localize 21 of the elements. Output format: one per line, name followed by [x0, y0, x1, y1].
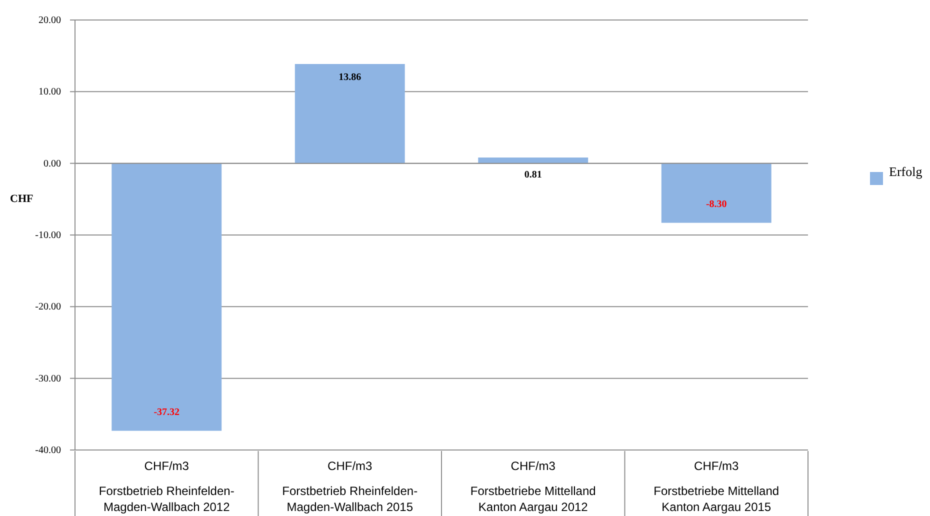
y-tick-label: 0.00: [44, 158, 61, 170]
y-tick-label: -10.00: [35, 230, 61, 241]
x-tick-label: CHF/m3 Forstbetrieb Rheinfelden- Magden-Wallbach 2012: [98, 459, 234, 514]
y-tick-label: -20.00: [35, 302, 61, 313]
y-tick-label: 10.00: [38, 86, 61, 98]
text: -37.32: [154, 406, 180, 418]
y-tick-label: -40.00: [35, 445, 61, 456]
y-axis-title: CHF: [10, 193, 34, 205]
text: 13.86: [338, 72, 362, 84]
text: -8.30: [706, 198, 727, 210]
bar: [294, 64, 405, 164]
x-tick-label: CHF/m3 Forstbetriebe Mittelland Kanton Aargau 2012: [470, 459, 596, 514]
text: 0.81: [524, 169, 542, 180]
x-tick-label: CHF/m3 Forstbetrieb Rheinfelden- Magden-Wallbach 2015: [282, 459, 418, 514]
x-tick-label: CHF/m3 Forstbetriebe Mittelland Kanton Aargau 2015: [654, 459, 780, 514]
bar: [661, 163, 772, 223]
bar: [478, 158, 588, 164]
y-tick-label: -30.00: [35, 373, 61, 384]
legend-label: Erfolg: [889, 164, 923, 179]
bar: [112, 163, 222, 431]
y-tick-label: 20.00: [38, 15, 61, 26]
